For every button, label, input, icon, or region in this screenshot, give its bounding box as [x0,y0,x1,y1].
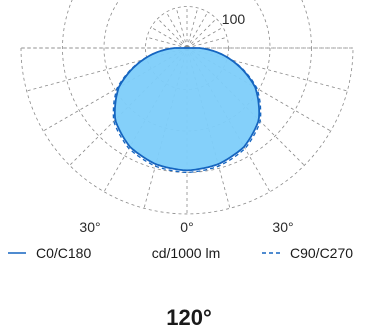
grid-spoke [69,47,188,166]
legend: C0/C180 cd/1000 lm C90/C270 [8,245,353,261]
grid-spoke [186,47,331,132]
grid-spoke-upper [165,11,188,49]
legend-label-c90-c270: C90/C270 [290,245,353,261]
angle-tick-label: 30° [272,219,293,235]
grid-spoke-upper [186,26,224,49]
series-curve-c90-c270 [112,47,262,174]
grid-ring-outer [20,47,354,215]
grid-spoke-upper [146,36,188,49]
grid-spoke [103,47,188,192]
grid-spoke-upper [186,18,217,49]
grid-ring [145,6,229,90]
grid-spoke-upper [150,26,188,49]
grid-spoke-upper [186,7,199,49]
unit-label: cd/1000 lm [152,245,220,261]
radial-tick-labels: 100200300 [222,11,246,27]
angle-tick-label: 0° [180,219,193,235]
grid-spoke-upper [186,36,228,49]
grid-spoke-upper [157,18,188,49]
grid-spoke [186,47,348,92]
grid-spoke [26,47,188,92]
grid-spoke [186,47,231,209]
grid-spoke [143,47,188,209]
angle-tick-labels: 30° 0° 30° [79,219,293,235]
polar-grid [20,0,354,215]
series-group [112,47,262,174]
radial-tick-label: 100 [222,11,246,27]
grid-spoke [43,47,188,132]
grid-spoke-upper [175,7,188,49]
beam-angle-label: 120° [166,305,212,330]
grid-spoke [186,47,271,192]
legend-label-c0-c180: C0/C180 [36,245,91,261]
angle-tick-label: 30° [79,219,100,235]
grid-spoke [186,47,305,166]
series-curve-c0-c180 [113,47,261,172]
grid-spoke-upper [186,11,209,49]
